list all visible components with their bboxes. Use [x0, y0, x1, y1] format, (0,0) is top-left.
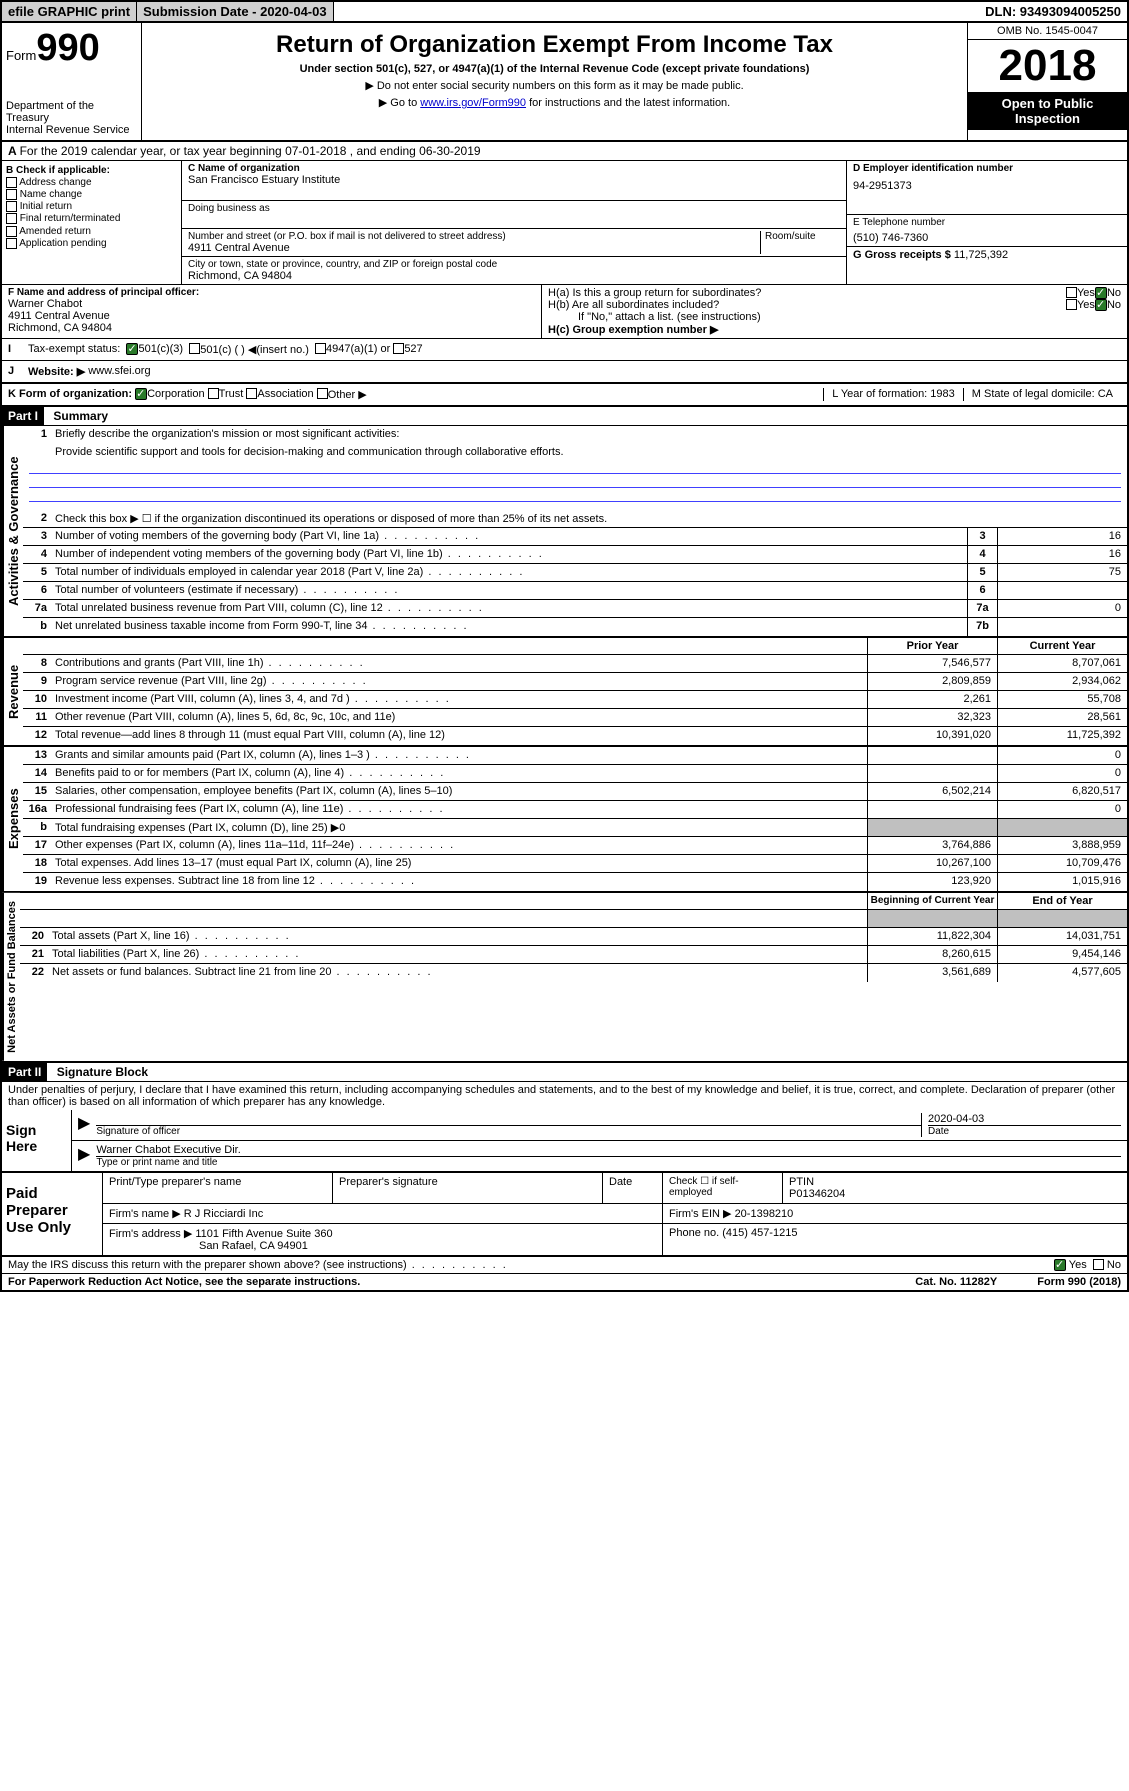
- firm-name: R J Ricciardi Inc: [184, 1208, 263, 1220]
- tax-year: 2018: [968, 40, 1127, 92]
- mission-text: Provide scientific support and tools for…: [23, 444, 1127, 460]
- org-city: Richmond, CA 94804: [188, 270, 840, 282]
- website: www.sfei.org: [88, 365, 150, 378]
- open-public: Open to Public Inspection: [968, 92, 1127, 130]
- box-c: C Name of organization San Francisco Est…: [182, 161, 847, 284]
- prep-phone: (415) 457-1215: [722, 1227, 797, 1239]
- form-footer: Form 990 (2018): [1037, 1276, 1121, 1288]
- box-f: F Name and address of principal officer:…: [2, 285, 542, 338]
- netassets-label: Net Assets or Fund Balances: [2, 893, 20, 1061]
- efile-button[interactable]: efile GRAPHIC print: [2, 2, 137, 21]
- form-number: Form990: [6, 27, 137, 70]
- line-3-val: 16: [997, 528, 1127, 545]
- firm-ein: 20-1398210: [735, 1208, 794, 1220]
- org-address: 4911 Central Avenue: [188, 242, 760, 254]
- note-link: ▶ Go to www.irs.gov/Form990 for instruct…: [146, 96, 963, 109]
- row-i: I Tax-exempt status: 501(c)(3) 501(c) ( …: [2, 339, 1127, 361]
- form-header: Form990 Department of the Treasury Inter…: [2, 23, 1127, 142]
- ein: 94-2951373: [853, 180, 1121, 192]
- main-title: Return of Organization Exempt From Incom…: [146, 31, 963, 59]
- dln: DLN: 93493094005250: [979, 2, 1127, 21]
- revenue-label: Revenue: [2, 638, 23, 745]
- line-7a-val: 0: [997, 600, 1127, 617]
- governance-label: Activities & Governance: [2, 426, 23, 636]
- row-j: J Website: ▶ www.sfei.org: [2, 361, 1127, 384]
- line-5-val: 75: [997, 564, 1127, 581]
- box-b: B Check if applicable: Address change Na…: [2, 161, 182, 284]
- subtitle: Under section 501(c), 527, or 4947(a)(1)…: [146, 63, 963, 75]
- row-k: K Form of organization: Corporation Trus…: [2, 384, 1127, 407]
- box-h: H(a) Is this a group return for subordin…: [542, 285, 1127, 338]
- cat-no: Cat. No. 11282Y: [915, 1276, 997, 1288]
- org-name: San Francisco Estuary Institute: [188, 174, 840, 186]
- phone: (510) 746-7360: [853, 232, 1121, 244]
- paperwork-notice: For Paperwork Reduction Act Notice, see …: [8, 1276, 360, 1288]
- gross-receipts: 11,725,392: [954, 249, 1008, 261]
- submission-date: Submission Date - 2020-04-03: [137, 2, 334, 21]
- perjury-text: Under penalties of perjury, I declare th…: [2, 1082, 1127, 1110]
- part-ii-header: Part II: [2, 1063, 47, 1081]
- part-i-header: Part I: [2, 407, 44, 425]
- note-ssn: ▶ Do not enter social security numbers o…: [146, 79, 963, 92]
- irs-link[interactable]: www.irs.gov/Form990: [420, 97, 526, 109]
- expenses-label: Expenses: [2, 747, 23, 891]
- sign-here-label: Sign Here: [2, 1110, 72, 1171]
- period-row: A For the 2019 calendar year, or tax yea…: [2, 142, 1127, 161]
- omb-number: OMB No. 1545-0047: [968, 23, 1127, 40]
- ptin: P01346204: [789, 1188, 845, 1200]
- state-domicile: M State of legal domicile: CA: [963, 388, 1121, 401]
- line-4-val: 16: [997, 546, 1127, 563]
- paid-preparer-label: Paid Preparer Use Only: [2, 1173, 102, 1255]
- year-formation: L Year of formation: 1983: [823, 388, 963, 401]
- top-bar: efile GRAPHIC print Submission Date - 20…: [2, 2, 1127, 23]
- dept-treasury: Department of the Treasury Internal Reve…: [6, 100, 137, 136]
